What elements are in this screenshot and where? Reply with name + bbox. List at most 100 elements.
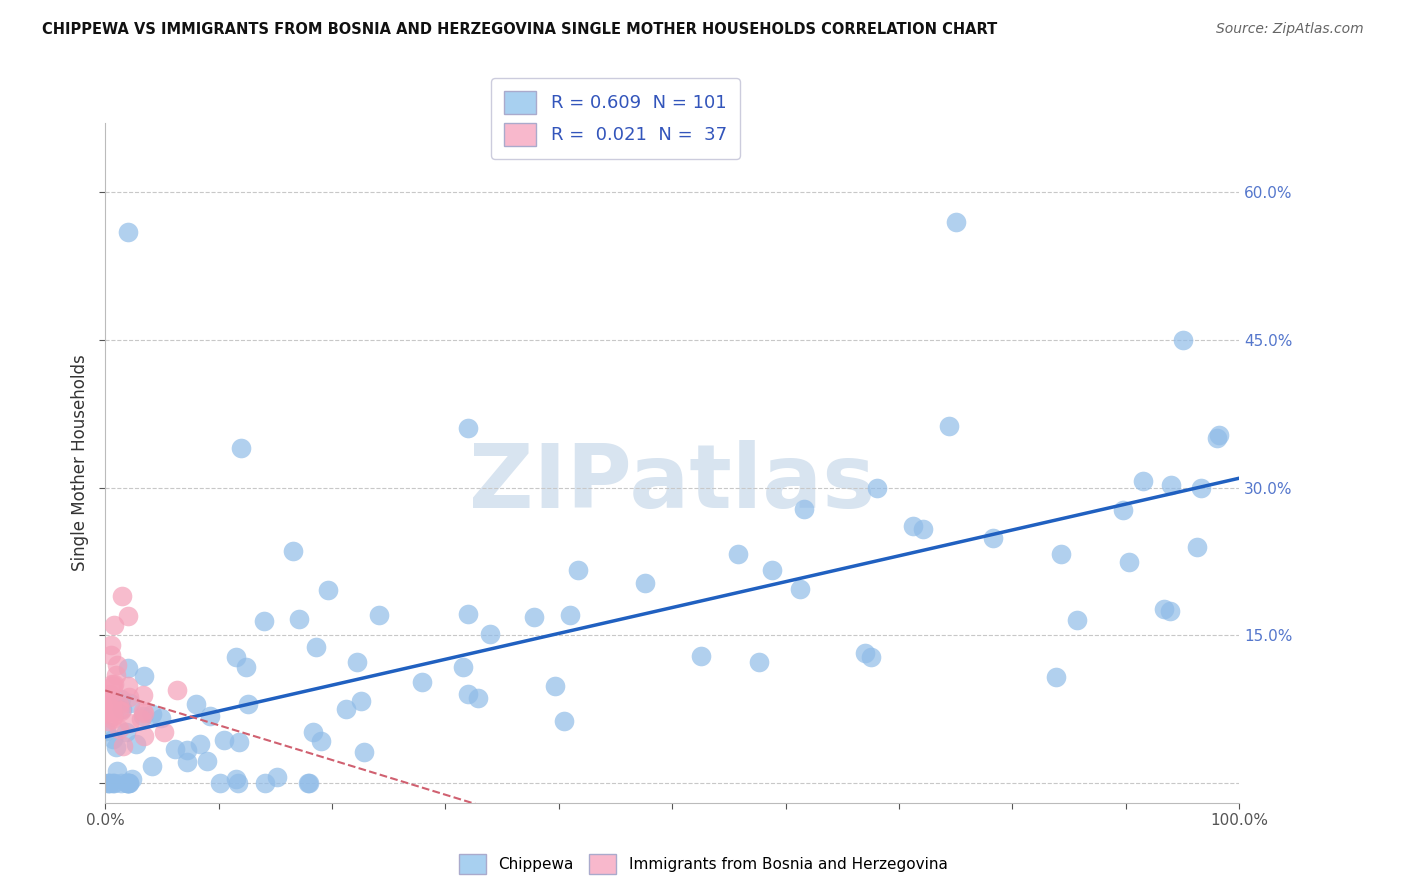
Point [195, 754, 218, 768]
Point [457, 421, 479, 435]
Point [1050, 547, 1073, 561]
Point [938, 419, 960, 434]
Legend: R = 0.609  N = 101, R =  0.021  N =  37: R = 0.609 N = 101, R = 0.021 N = 37 [491, 78, 740, 159]
Point [101, 697, 124, 711]
Point [129, 712, 152, 726]
Point [853, 646, 876, 660]
Point [353, 744, 375, 758]
Point [100, 704, 122, 718]
Point [115, 776, 138, 790]
Point [761, 563, 783, 577]
Point [94, 694, 117, 708]
Point [309, 733, 332, 747]
Point [100, 638, 122, 652]
Point [544, 680, 567, 694]
Point [101, 708, 124, 723]
Point [110, 701, 132, 715]
Point [105, 657, 128, 672]
Point [94, 689, 117, 703]
Point [111, 739, 134, 754]
Point [104, 667, 127, 681]
Point [117, 608, 139, 623]
Point [101, 701, 124, 715]
Point [118, 776, 141, 790]
Point [96, 706, 118, 721]
Point [1045, 670, 1067, 684]
Point [304, 640, 326, 655]
Point [236, 697, 259, 711]
Point [690, 649, 713, 664]
Point [1066, 614, 1088, 628]
Point [132, 669, 155, 683]
Point [367, 608, 389, 623]
Point [523, 609, 546, 624]
Point [1171, 333, 1194, 347]
Point [134, 730, 156, 744]
Point [110, 691, 132, 706]
Point [346, 656, 368, 670]
Point [214, 733, 236, 747]
Point [118, 776, 141, 790]
Point [567, 564, 589, 578]
Point [1132, 475, 1154, 489]
Point [1112, 502, 1135, 516]
Point [153, 724, 176, 739]
Point [96, 701, 118, 715]
Point [117, 661, 139, 675]
Point [335, 702, 357, 716]
Point [176, 743, 198, 757]
Point [94, 723, 117, 738]
Point [860, 649, 883, 664]
Point [111, 589, 134, 603]
Point [101, 680, 124, 694]
Point [198, 708, 221, 723]
Point [96, 700, 118, 714]
Point [253, 614, 276, 628]
Point [101, 677, 124, 691]
Point [208, 776, 231, 790]
Point [225, 649, 247, 664]
Point [103, 776, 125, 790]
Point [132, 688, 155, 702]
Point [97, 776, 120, 790]
Point [120, 696, 142, 710]
Point [98, 776, 121, 790]
Point [748, 655, 770, 669]
Point [97, 714, 120, 728]
Point [149, 711, 172, 725]
Point [96, 776, 118, 790]
Point [110, 776, 132, 790]
Point [789, 582, 811, 596]
Point [228, 735, 250, 749]
Point [297, 776, 319, 790]
Point [1205, 431, 1227, 445]
Point [186, 698, 208, 712]
Point [411, 674, 433, 689]
Point [288, 612, 311, 626]
Text: Source: ZipAtlas.com: Source: ZipAtlas.com [1216, 22, 1364, 37]
Point [103, 676, 125, 690]
Point [176, 756, 198, 770]
Point [118, 690, 141, 705]
Point [911, 522, 934, 536]
Point [945, 215, 967, 229]
Point [108, 703, 131, 717]
Point [118, 716, 141, 731]
Point [103, 776, 125, 790]
Point [114, 725, 136, 739]
Point [231, 441, 253, 455]
Point [101, 731, 124, 746]
Point [1185, 541, 1208, 555]
Point [1208, 427, 1230, 442]
Point [117, 776, 139, 790]
Point [107, 698, 129, 713]
Y-axis label: Single Mother Households: Single Mother Households [72, 354, 89, 571]
Point [166, 682, 188, 697]
Point [104, 740, 127, 755]
Point [266, 770, 288, 784]
Point [141, 707, 163, 722]
Point [101, 712, 124, 726]
Text: ZIPatlas: ZIPatlas [470, 440, 876, 527]
Point [235, 660, 257, 674]
Point [1160, 478, 1182, 492]
